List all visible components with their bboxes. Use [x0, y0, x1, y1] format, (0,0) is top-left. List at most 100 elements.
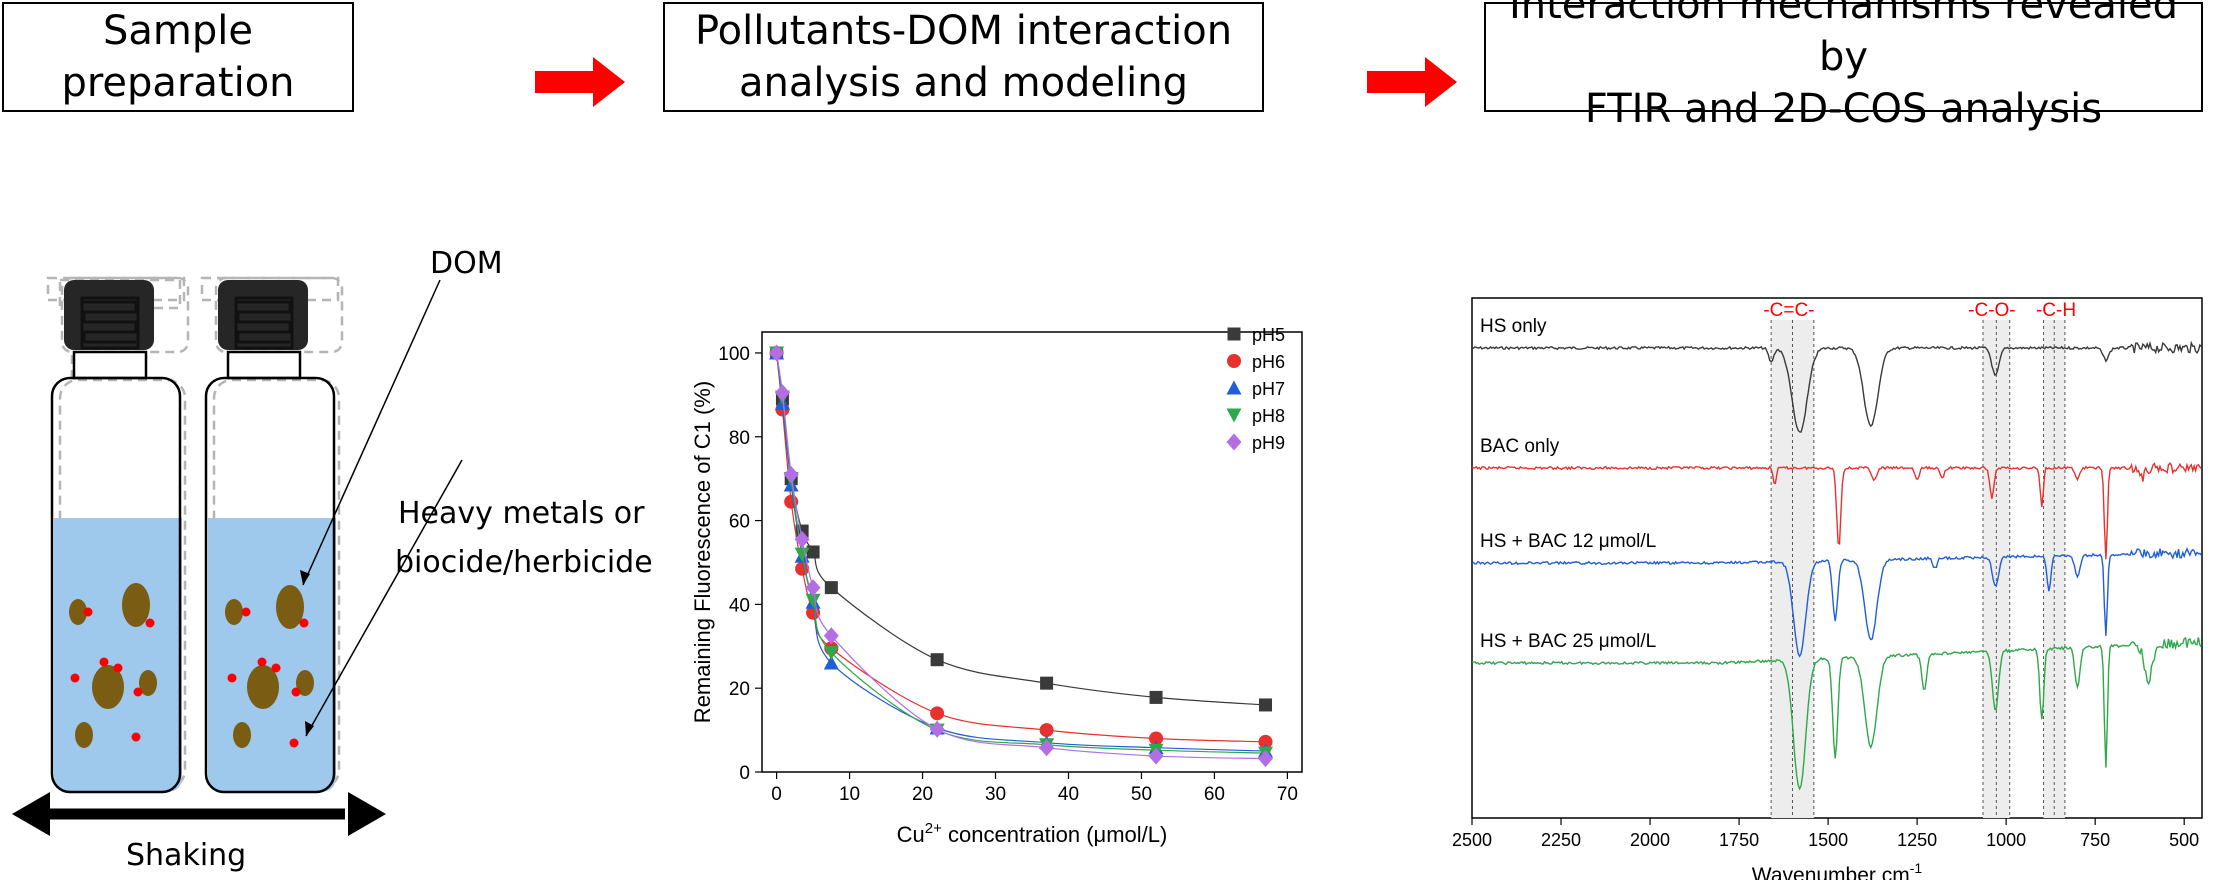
flow-arrow-icon [1367, 57, 1457, 107]
x-tick-label: 60 [1204, 784, 1225, 805]
plot-frame [1471, 297, 2203, 819]
fit-line [776, 352, 1266, 760]
legend-marker [1227, 327, 1241, 341]
shaking-double-arrow-icon [12, 792, 386, 836]
data-point [1148, 747, 1164, 765]
data-point [1039, 723, 1054, 738]
series-pH8 [769, 346, 1274, 761]
data-point [1149, 690, 1163, 704]
vials-illustration [12, 276, 463, 836]
vial-cap [218, 280, 308, 350]
fit-line [775, 352, 1266, 754]
data-point [823, 655, 839, 670]
data-point [929, 720, 945, 738]
legend: pH5 pH6 pH7 pH8 pH9 [1226, 325, 1285, 453]
shaking-label: Shaking [126, 838, 247, 873]
data-point [806, 545, 820, 559]
data-point [1040, 676, 1054, 690]
step-box-interaction-analysis: Pollutants-DOM interaction analysis and … [663, 2, 1264, 112]
flow-arrow-icon [535, 57, 625, 107]
ftir-spectra-chart: 2500 2250 2000 1750 1500 1250 1000 750 500 Wavenu… [1452, 297, 2203, 880]
step-label: Sample preparation [61, 8, 295, 106]
spectrum-2: BAC only [1471, 436, 2202, 560]
x-tick-label: 500 [2169, 830, 2199, 850]
legend-marker [1227, 354, 1241, 368]
data-point [1149, 731, 1164, 746]
plot-frame [761, 331, 1303, 773]
fit-line [775, 352, 1266, 743]
legend-marker [1226, 433, 1242, 451]
spectrum-1: HS only [1471, 316, 2202, 433]
data-point [824, 581, 838, 595]
dom-label: DOM [430, 246, 503, 281]
legend-marker [1226, 408, 1242, 423]
data-point [794, 547, 810, 562]
series-pH5 [770, 346, 1273, 712]
series-pH6 [769, 345, 1273, 749]
x-tick-label: 1500 [1808, 830, 1848, 850]
spectrum-3: HS + BAC 12 μmol/L [1471, 531, 2202, 658]
x-tick-label: 50 [1131, 784, 1152, 805]
x-tick-label: 2500 [1452, 830, 1492, 850]
x-tick-label: 750 [2080, 830, 2110, 850]
legend-label: pH6 [1252, 352, 1285, 372]
legend-marker [1226, 380, 1242, 395]
data-point [1259, 698, 1273, 712]
data-point [930, 653, 944, 667]
pollutant-label-line2: biocide/herbicide [395, 545, 653, 580]
spectrum-label: HS + BAC 25 μmol/L [1480, 631, 1656, 652]
spectrum-4: HS + BAC 25 μmol/L [1471, 631, 2202, 791]
vial-right [200, 276, 344, 794]
pollutant-label-line1: Heavy metals or [398, 496, 645, 531]
x-tick-label: 1250 [1897, 830, 1937, 850]
legend-label: pH9 [1252, 433, 1285, 453]
spectrum-label: HS only [1480, 316, 1547, 337]
data-point [794, 530, 810, 548]
x-tick-label: 30 [985, 784, 1006, 805]
fluorescence-chart: 0 10 20 30 40 50 60 70 0 20 40 60 80 100 Cu2+ concentr… [690, 325, 1303, 847]
data-point [805, 579, 821, 597]
x-tick-label: 70 [1277, 784, 1298, 805]
vial-left [46, 276, 190, 794]
x-tick-label: 2000 [1630, 830, 1670, 850]
data-point [823, 646, 839, 661]
spectrum-line [1471, 340, 2202, 433]
y-tick-label: 20 [729, 679, 750, 700]
vial-cap [64, 280, 154, 350]
legend-label: pH8 [1252, 406, 1285, 426]
liquid [54, 518, 182, 792]
data-point [805, 593, 821, 608]
peak-annotation: -C-O- [1968, 300, 2015, 321]
y-tick-label: 80 [729, 428, 750, 449]
x-axis-label: Cu2+ concentration (μmol/L) [897, 820, 1168, 847]
step-box-sample-preparation: Sample preparation [2, 2, 354, 112]
data-point [823, 627, 839, 645]
y-tick-label: 100 [718, 344, 750, 365]
legend-label: pH5 [1252, 325, 1285, 345]
y-tick-label: 0 [739, 763, 750, 784]
x-tick-label: 40 [1058, 784, 1079, 805]
y-tick-label: 40 [729, 595, 750, 616]
peak-annotation: -C=C- [1763, 300, 1814, 321]
data-point [783, 465, 799, 483]
spectrum-label: HS + BAC 12 μmol/L [1480, 531, 1656, 552]
peak-annotation: -C-H [2036, 300, 2076, 321]
x-axis-label: Wavenumber cm-1 [1752, 860, 1923, 880]
data-point [1258, 734, 1273, 749]
x-tick-label: 10 [839, 784, 860, 805]
data-point [930, 706, 945, 721]
fit-line [775, 352, 1266, 752]
series-pH7 [769, 345, 1274, 758]
pollutant-pointer-line [305, 459, 463, 737]
x-tick-label: 1000 [1986, 830, 2026, 850]
step-label: Interaction mechanisms revealed by FTIR … [1508, 0, 2179, 132]
x-tick-label: 2250 [1541, 830, 1581, 850]
spectrum-label: BAC only [1480, 436, 1560, 457]
legend-label: pH7 [1252, 379, 1285, 399]
spectrum-line [1471, 636, 2202, 791]
y-axis-label: Remaining Fluorescence of C1 (%) [690, 381, 715, 723]
liquid [208, 518, 336, 792]
spectrum-line [1471, 547, 2202, 658]
data-point [774, 384, 790, 402]
series-pH9 [769, 344, 1274, 768]
